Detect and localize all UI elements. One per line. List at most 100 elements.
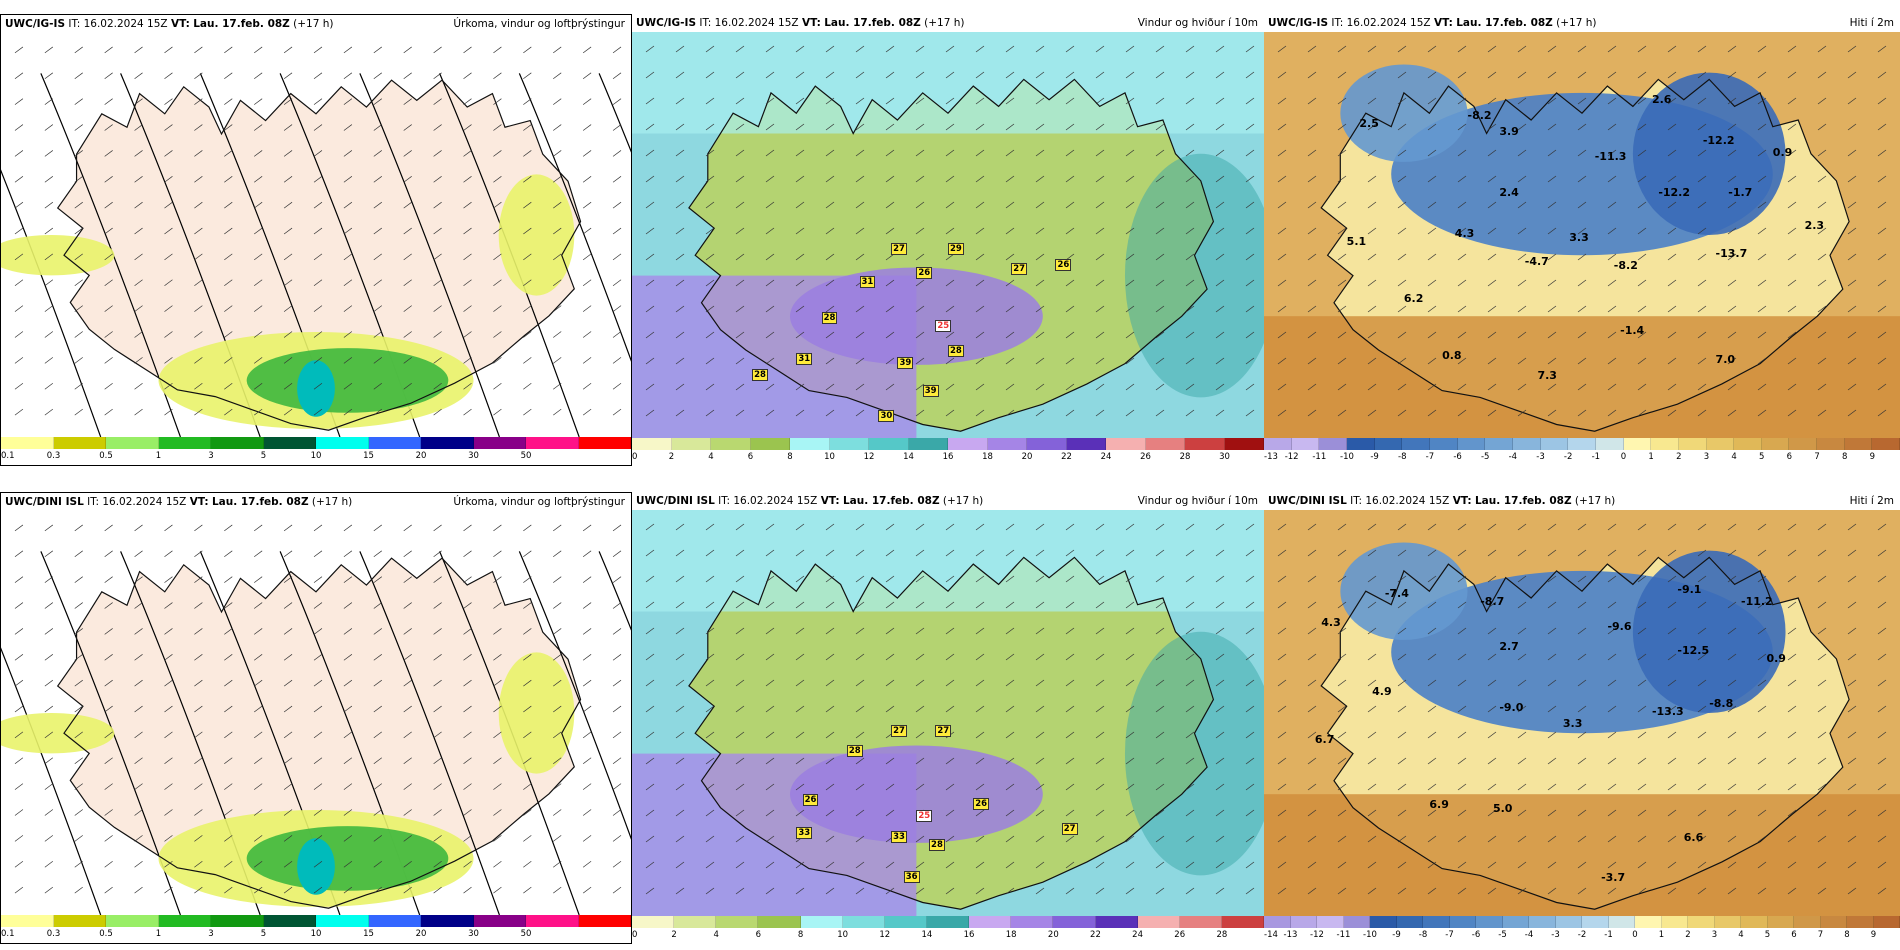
colorbar-tick-label: -5	[1498, 930, 1507, 940]
colorbar-swatch	[1555, 916, 1582, 928]
colorbar-swatch	[1502, 916, 1529, 928]
colorbar-swatch	[711, 438, 751, 450]
gust-value-label: 30	[878, 409, 895, 422]
temperature-value-label: -12.2	[1658, 186, 1691, 200]
colorbar-tick-label: 2	[1685, 930, 1691, 940]
init-time: IT: 16.02.2024 15Z	[718, 495, 818, 507]
init-time: IT: 16.02.2024 15Z	[699, 17, 799, 29]
colorbar-tick-label: 8	[787, 452, 793, 462]
panel-title: Úrkoma, vindur og loftþrýstingur	[453, 18, 625, 30]
colorbar-tick-label: 12	[863, 452, 875, 462]
colorbar-tick-label: 8	[797, 930, 804, 940]
temperature-value-label: 5.0	[1492, 802, 1513, 816]
colorbar-swatch	[368, 915, 421, 927]
colorbar-ticks: -13 -12 -11 -10 -9 -8 -7 -6 -5 -4 -3 -2 -1 0 1 2 3 4 5 6 7 8 9	[1264, 452, 1900, 464]
gust-value-label: 27	[891, 725, 907, 738]
colorbar-swatch	[526, 437, 579, 449]
colorbar-swatch	[1053, 916, 1096, 928]
map-panel-p4: UWC/DINI ISL IT: 16.02.2024 15Z VT: Lau.…	[0, 492, 632, 944]
colorbar-swatch	[1396, 916, 1423, 928]
map-panel-p5: UWC/DINI ISL IT: 16.02.2024 15Z VT: Lau.…	[632, 492, 1264, 944]
colorbar-tick-label: 0	[1620, 452, 1627, 462]
colorbar-tick-label: 10	[310, 929, 322, 939]
colorbar-swatch	[578, 437, 631, 449]
colorbar-swatch	[1145, 438, 1185, 450]
colorbar-tick-label: -6	[1471, 930, 1481, 940]
colorbar-tick-label: -7	[1425, 452, 1435, 462]
colorbar-swatch	[1844, 438, 1873, 450]
colorbar-tick-label: 5	[1759, 452, 1765, 462]
colorbar-swatch	[1734, 438, 1762, 450]
colorbar-tick-label: 1	[1658, 930, 1665, 940]
colorbar-swatch	[1651, 438, 1679, 450]
colorbar-swatch	[158, 437, 211, 449]
colorbar-tick-label: -13	[1283, 930, 1298, 940]
colorbar-swatch	[671, 438, 711, 450]
colorbar-swatch	[884, 916, 927, 928]
colorbar-tick-label: -12	[1284, 452, 1299, 462]
map-panel-p1: UWC/IG-IS IT: 16.02.2024 15Z VT: Lau. 17…	[0, 14, 632, 466]
colorbar-swatch	[1402, 438, 1430, 450]
panel-title: Vindur og hviður í 10m	[1137, 17, 1258, 29]
colorbar-swatch	[1423, 916, 1450, 928]
temperature-value-label: 4.9	[1372, 684, 1392, 698]
colorbar-swatch	[1106, 438, 1146, 450]
model-name: UWC/IG-IS	[1268, 17, 1329, 29]
colorbar-swatch	[1661, 916, 1688, 928]
colorbar-swatch	[1820, 916, 1847, 928]
model-name: UWC/IG-IS	[636, 17, 697, 29]
temperature-value-label: -8.2	[1613, 259, 1638, 273]
colorbar-tick-label: 3	[208, 929, 214, 939]
init-time: IT: 16.02.2024 15Z	[87, 496, 187, 508]
lead-time: (+17 h)	[293, 18, 334, 30]
colorbar-swatch	[1290, 916, 1317, 928]
colorbar-ticks: 0.1 0.3 0.5 1 3 5 10 15 20 30 50	[1, 451, 631, 463]
colorbar-swatch	[1066, 438, 1106, 450]
temperature-value-label: 7.0	[1715, 352, 1736, 366]
colorbar-swatch	[1789, 438, 1818, 450]
valid-time-label: VT:	[189, 496, 209, 508]
colorbar-tick-label: -3	[1551, 930, 1560, 940]
colorbar-tick-label: 6	[1786, 452, 1793, 462]
map-area	[1, 33, 631, 437]
colorbar-swatch	[1817, 438, 1845, 450]
colorbar-swatch	[1476, 916, 1503, 928]
lead-time: (+17 h)	[311, 496, 353, 508]
valid-time: Lau. 17.feb. 08Z	[1474, 495, 1572, 507]
colorbar-tick-label: 0.3	[46, 451, 61, 461]
colorbar-ticks: 0 2 4 6 8 10 12 14 16 18 20 22 24 26 28 30	[632, 452, 1264, 464]
colorbar-swatch	[800, 916, 843, 928]
gust-value-label: 29	[948, 243, 964, 256]
valid-time-label: VT:	[1452, 495, 1472, 507]
colorbar	[632, 438, 1264, 450]
colorbar-tick-label: 5	[260, 451, 267, 461]
gust-value-label: 28	[846, 745, 863, 758]
colorbar-tick-label: -13	[1264, 452, 1278, 462]
colorbar-tick-label: 14	[903, 452, 914, 462]
colorbar-tick-label: 30	[1219, 452, 1230, 462]
colorbar-tick-label: -7	[1445, 930, 1454, 940]
colorbar-tick-label: 14	[921, 930, 933, 940]
colorbar-swatch	[1873, 916, 1900, 928]
colorbar-swatch	[987, 438, 1027, 450]
colorbar-tick-label: 20	[1047, 930, 1059, 940]
temperature-value-label: -8.7	[1480, 595, 1505, 609]
colorbar-tick-label: 24	[1100, 452, 1112, 462]
colorbar-swatch	[1185, 438, 1225, 450]
model-name: UWC/IG-IS	[5, 18, 66, 30]
colorbar-swatch	[716, 916, 759, 928]
temperature-value-label: -13.7	[1715, 247, 1748, 261]
colorbar-swatch	[263, 437, 316, 449]
colorbar-tick-label: 0.5	[99, 451, 113, 461]
colorbar-tick-label: 24	[1132, 930, 1144, 940]
colorbar-swatch	[1540, 438, 1569, 450]
panel-header: UWC/DINI ISL IT: 16.02.2024 15Z VT: Lau.…	[632, 492, 1264, 510]
colorbar-tick-label: 0.3	[46, 929, 61, 939]
colorbar-tick-label: 26	[1174, 930, 1186, 940]
colorbar-swatch	[1291, 438, 1320, 450]
colorbar-tick-label: 16	[963, 930, 975, 940]
colorbar-swatch	[1346, 438, 1375, 450]
colorbar-tick-label: -5	[1480, 452, 1490, 462]
colorbar-tick-label: 5	[1764, 930, 1771, 940]
temperature-value-label: 3.9	[1499, 125, 1519, 139]
